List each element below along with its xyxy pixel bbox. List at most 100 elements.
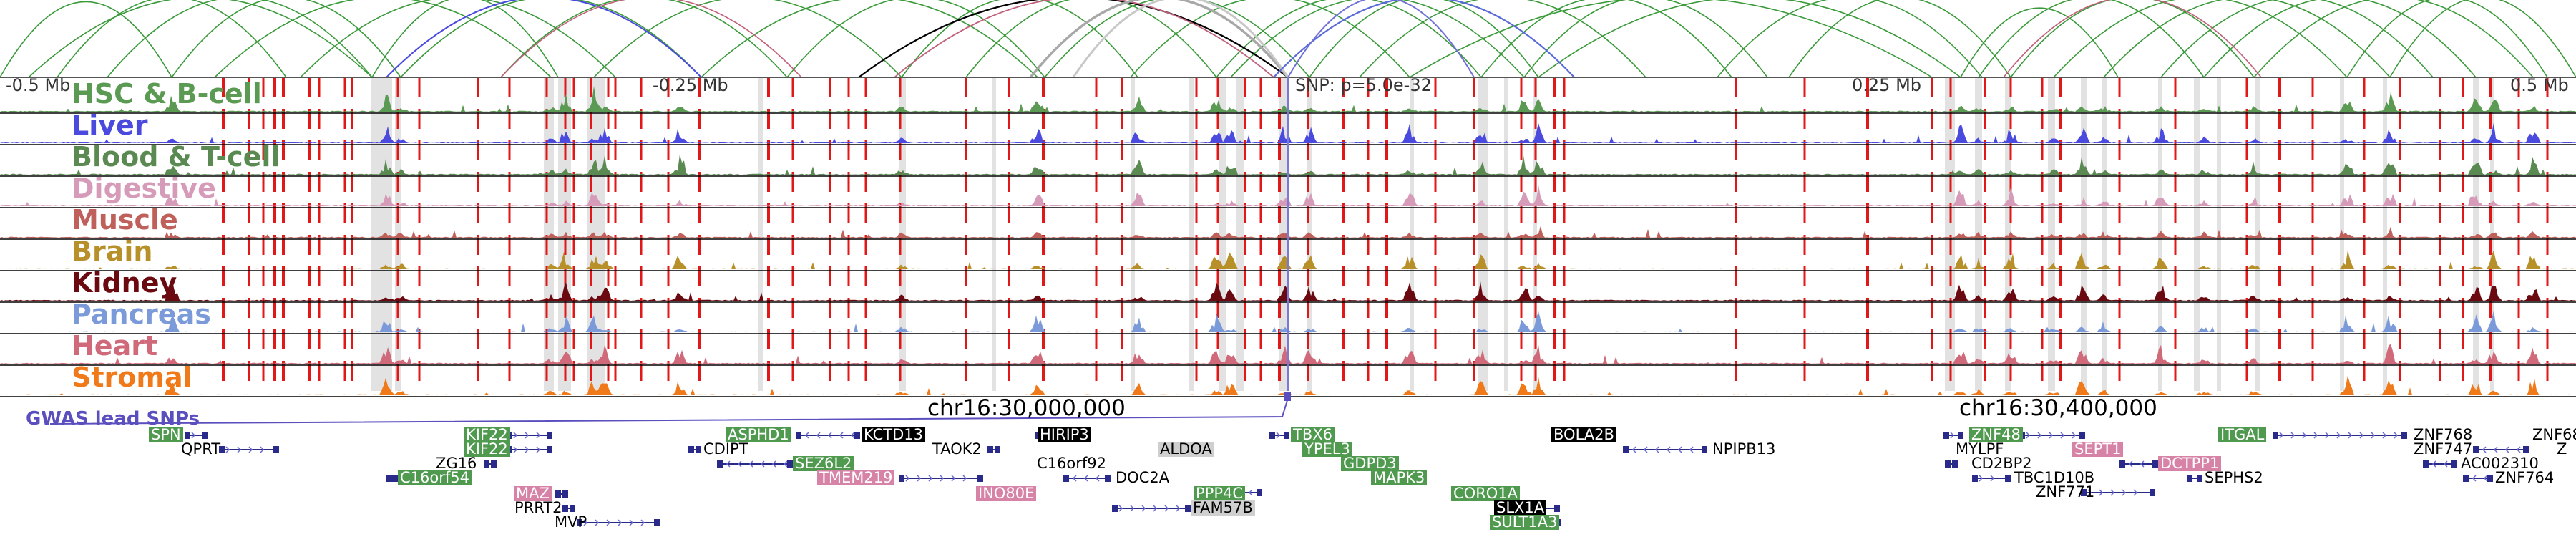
gene-strand (1063, 475, 1111, 482)
gene-strand (555, 490, 568, 498)
gene-label: KCTD13 (862, 427, 926, 442)
interaction-arc (1230, 0, 1525, 78)
gene-label: MVP (555, 513, 587, 531)
gene-label: CD2BP2 (1971, 455, 2032, 472)
gene-label: ZG16 (436, 455, 477, 472)
gene-strand (688, 446, 701, 453)
interaction-arc (965, 0, 1217, 78)
gene-label: GDPD3 (1341, 456, 1399, 471)
gene-label: MAPK3 (1371, 470, 1428, 485)
highlight-band (1131, 77, 1135, 391)
gene-label: PPP4C (1194, 486, 1246, 501)
highlight-band (1410, 77, 1414, 391)
axis-label-left: -0.5 Mb (6, 75, 71, 95)
interaction-arc (701, 0, 1038, 78)
interaction-arc (1538, 0, 1961, 78)
interaction-arc (107, 0, 373, 78)
interaction-arc (1287, 0, 1475, 78)
gene-strand (717, 460, 793, 468)
gene-label: PRRT2 (514, 499, 562, 516)
gene-label: TMEM219 (817, 470, 895, 485)
highlight-band (2102, 77, 2107, 391)
gene-label: HIRIP3 (1038, 427, 1091, 442)
gene-strand (2187, 475, 2202, 482)
highlight-band (992, 77, 996, 391)
gene-strand (507, 432, 552, 439)
gene-strand (386, 475, 398, 482)
gene-strand (1623, 446, 1707, 453)
highlight-band (2255, 77, 2260, 391)
interaction-arc (786, 0, 1045, 78)
gene-label: SEPT1 (2072, 442, 2124, 457)
gene-strand (2119, 460, 2158, 468)
gene-strand (1943, 432, 1963, 439)
interaction-arc (2160, 0, 2434, 78)
highlight-band (1533, 77, 1537, 391)
track-label-digestive: Digestive (72, 173, 216, 204)
track-label-brain: Brain (72, 236, 153, 267)
interaction-arc (858, 0, 1289, 78)
gene-label: SPN (149, 427, 183, 442)
gene-strand (899, 475, 983, 482)
interaction-arc (1072, 0, 1289, 78)
highlight-band (1945, 77, 1955, 391)
gene-label: SLX1A (1494, 500, 1547, 516)
highlight-band (371, 77, 392, 391)
interaction-arc (1130, 0, 1410, 78)
gwas-lead-snp-marker (1284, 392, 1291, 401)
gene-label: TBC1D10B (2014, 469, 2095, 486)
gene-strand (1112, 505, 1191, 512)
interaction-arc (214, 0, 552, 78)
gene-strand (2019, 432, 2085, 439)
interaction-arc (1960, 7, 2119, 78)
gene-strand (484, 460, 497, 468)
chromosome-position-label: chr16:30,000,000 (927, 395, 1126, 421)
gene-strand (2081, 489, 2155, 496)
gene-label: ASPHD1 (726, 427, 791, 442)
axis-label-mid-right: 0.25 Mb (1852, 75, 1922, 95)
interaction-arc (57, 0, 287, 78)
chromosome-position-label: chr16:30,400,000 (1959, 395, 2157, 421)
track-label-kidney: Kidney (72, 267, 177, 299)
highlight-band (2005, 77, 2011, 391)
interaction-arc (386, 0, 702, 78)
gene-label: Z (2557, 440, 2567, 458)
highlight-band (1478, 77, 1488, 391)
interaction-arc (2253, 0, 2534, 78)
interaction-arc (1523, 0, 1768, 78)
gene-strand (987, 446, 1000, 453)
interaction-arc (1359, 0, 1646, 78)
gene-label: TAOK2 (932, 440, 982, 458)
highlight-band (758, 77, 763, 391)
track-label-hsc-b-cell: HSC & B-cell (72, 78, 262, 110)
interaction-arc (2053, 0, 2348, 78)
gene-label: TBX6 (1291, 427, 1335, 442)
gene-label: C16orf92 (1037, 455, 1106, 472)
gene-label: MAZ (514, 486, 552, 501)
interaction-arc (28, 0, 373, 78)
gene-label: FAM57B (1191, 500, 1255, 516)
interaction-arc (1273, 0, 1575, 78)
gene-label: C16orf54 (398, 470, 472, 485)
gene-label: YPEL3 (1302, 442, 1352, 457)
gene-label: SEPHS2 (2205, 469, 2263, 486)
gene-strand (219, 446, 279, 453)
track-label-stromal: Stromal (72, 362, 192, 393)
interaction-arc (2010, 0, 2255, 78)
highlight-band (2194, 77, 2200, 391)
gene-label: DCTPP1 (2158, 456, 2222, 471)
gene-label: ZNF747 (2414, 440, 2473, 458)
gene-label: MYLPF (1956, 440, 2004, 458)
interaction-arc (1309, 0, 1539, 78)
highlight-band (1236, 77, 1244, 391)
highlight-band (2473, 77, 2479, 391)
axis-label-mid-left: -0.25 Mb (653, 75, 728, 95)
interaction-arc (894, 0, 1274, 78)
interaction-arc (2103, 0, 2391, 78)
gene-strand (2473, 446, 2529, 453)
gene-strand (2273, 432, 2407, 439)
track-label-heart: Heart (72, 330, 158, 362)
interaction-arc (1788, 0, 2011, 78)
gene-label: CORO1A (1451, 486, 1521, 501)
